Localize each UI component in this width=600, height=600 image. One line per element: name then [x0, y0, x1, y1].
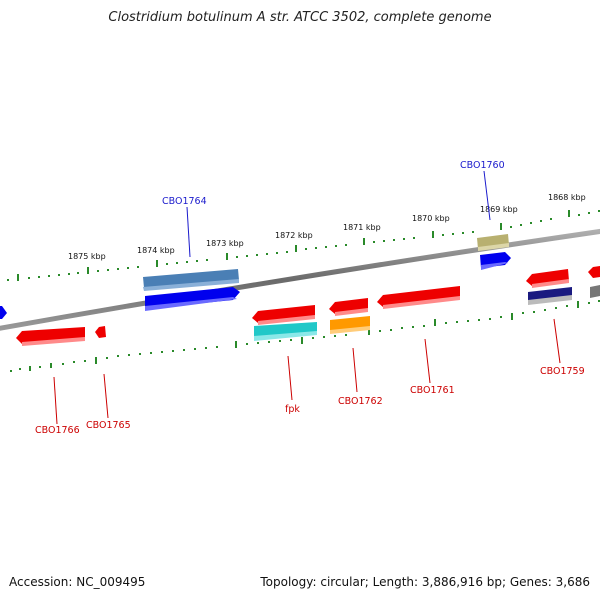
tick-label: 1872 kbp [275, 231, 313, 240]
forward-features [0, 234, 511, 319]
gene-CBO1761-cds[interactable] [377, 286, 460, 307]
gene-CBO1764-cog[interactable] [143, 269, 239, 288]
map-title: Clostridium botulinum A str. ATCC 3502, … [108, 10, 492, 25]
reverse-features [16, 266, 600, 346]
gene-label[interactable]: CBO1759 [540, 366, 585, 377]
tick-label: 1875 kbp [68, 252, 106, 261]
tick-label: 1874 kbp [137, 246, 175, 255]
gene-right-edge-cog[interactable] [590, 285, 600, 298]
gene-CBO1764-cds[interactable] [145, 287, 240, 309]
gene-left-edge-cds[interactable] [0, 306, 7, 319]
tick-label: 1870 kbp [412, 214, 450, 223]
gene-label[interactable]: CBO1762 [338, 396, 383, 407]
tick-label: 1871 kbp [343, 223, 381, 232]
label-leaders [53, 170, 561, 425]
genome-backbone [0, 228, 600, 331]
tick-label: 1868 kbp [548, 193, 586, 202]
gene-label[interactable]: CBO1766 [35, 425, 80, 436]
outer-tick-ring [7, 210, 600, 281]
genome-summary: Topology: circular; Length: 3,886,916 bp… [260, 575, 590, 589]
gene-label[interactable]: CBO1764 [162, 196, 207, 207]
gene-right-edge-cds[interactable] [588, 266, 600, 278]
gene-label[interactable]: CBO1761 [410, 385, 455, 396]
gene-CBO1765-cds[interactable] [95, 326, 106, 338]
gene-label[interactable]: CBO1760 [460, 160, 505, 171]
gene-label[interactable]: CBO1765 [86, 420, 131, 431]
tick-label: 1869 kbp [480, 205, 518, 214]
gene-label[interactable]: fpk [285, 404, 300, 415]
inner-tick-ring [10, 300, 600, 372]
accession-text: Accession: NC_009495 [9, 575, 146, 589]
tick-label: 1873 kbp [206, 239, 244, 248]
